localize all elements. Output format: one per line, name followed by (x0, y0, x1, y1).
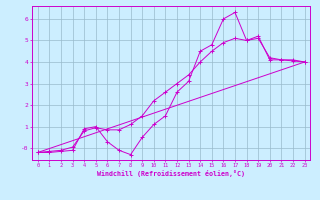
X-axis label: Windchill (Refroidissement éolien,°C): Windchill (Refroidissement éolien,°C) (97, 170, 245, 177)
